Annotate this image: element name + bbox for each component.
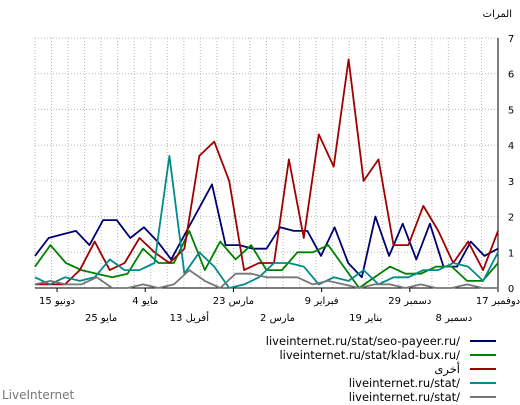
x-tick-label: 23 مارس xyxy=(213,296,254,307)
legend-label: liveinternet.ru/stat/ xyxy=(348,376,460,390)
y-tick-label: 1 xyxy=(508,248,514,259)
x-tick-label: 13 أفريل xyxy=(170,311,210,324)
y-tick-label: 3 xyxy=(508,177,514,188)
legend-item: أخرى xyxy=(196,362,496,376)
legend-item: liveinternet.ru/stat/ xyxy=(196,376,496,390)
legend-swatch xyxy=(470,354,496,356)
y-tick-label: 0 xyxy=(508,284,514,295)
legend-swatch xyxy=(470,368,496,370)
legend-label: liveinternet.ru/stat/ xyxy=(348,390,460,404)
legend-label: أخرى xyxy=(434,362,460,376)
x-tick-label: 19 بناير xyxy=(349,313,382,324)
legend-item: liveinternet.ru/stat/klad-bux.ru/ xyxy=(196,348,496,362)
line-chart: المرات 0 1 2 3 4 5 6 7 17 دوفمبر 29 دسمبر 9 فبراير… xyxy=(34,9,520,324)
y-tick-label: 4 xyxy=(508,141,514,152)
y-tick-label: 7 xyxy=(508,34,514,45)
y-tick-label: 6 xyxy=(508,70,514,81)
series-line xyxy=(34,183,499,279)
legend-swatch xyxy=(470,340,496,342)
y-tick-label: 5 xyxy=(508,105,514,116)
legend-swatch xyxy=(470,382,496,384)
x-tick-label: 8 دسمبر xyxy=(436,313,473,324)
legend-label: liveinternet.ru/stat/klad-bux.ru/ xyxy=(279,348,460,362)
chart-grid xyxy=(34,37,499,289)
legend-item: liveinternet.ru/stat/ xyxy=(196,390,496,404)
plot-area xyxy=(35,38,498,288)
y-axis-label: المرات xyxy=(483,9,512,20)
chart-series xyxy=(34,58,499,289)
brand-label: LiveInternet xyxy=(2,388,75,402)
x-tick-label: 29 دسمبر xyxy=(388,296,431,307)
x-tick-label: 9 فبراير xyxy=(305,296,339,307)
legend-label: liveinternet.ru/stat/seo-payeer.ru/ xyxy=(265,334,460,348)
x-tick-label: 17 دوفمبر xyxy=(476,296,520,307)
y-tick-label: 2 xyxy=(508,213,514,224)
series-line xyxy=(34,269,498,289)
legend-swatch xyxy=(470,396,496,398)
x-tick-label: 15 دونيو xyxy=(39,296,75,307)
chart-tick-labels: 0 1 2 3 4 5 6 7 17 دوفمبر 29 دسمبر 9 فبراير 23 مارس… xyxy=(39,34,520,324)
series-line xyxy=(35,58,499,286)
legend-item: liveinternet.ru/stat/seo-payeer.ru/ xyxy=(196,334,496,348)
x-tick-label: 2 مارس xyxy=(260,313,295,324)
chart-legend: liveinternet.ru/stat/seo-payeer.ru/ live… xyxy=(196,334,496,404)
x-tick-label: 4 مايو xyxy=(132,296,158,307)
x-tick-label: 25 مايو xyxy=(85,313,117,324)
series-line xyxy=(34,154,499,289)
